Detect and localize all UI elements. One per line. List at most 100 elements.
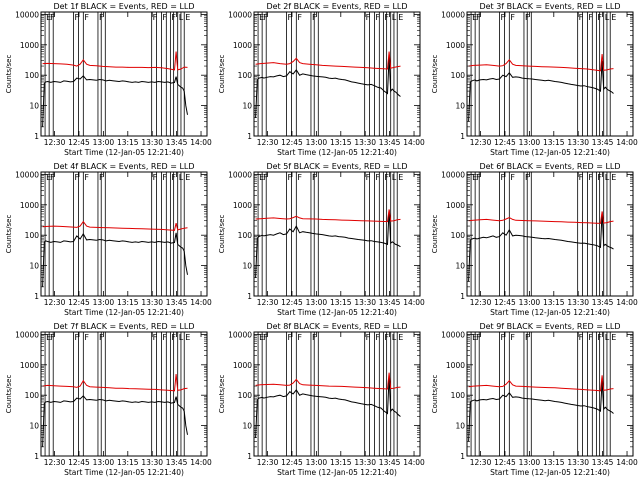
marker-label: F: [263, 333, 268, 342]
plot-frame: [40, 331, 208, 457]
events-series-line: [255, 376, 401, 438]
marker-label: F: [297, 173, 302, 182]
marker-label: F: [375, 13, 380, 22]
marker-label: F: [288, 333, 293, 342]
lld-series-line: [255, 209, 401, 223]
y-tick-label: 1000: [446, 361, 465, 370]
y-tick-label: 10000: [441, 10, 465, 19]
x-tick-label: 12:30: [257, 138, 279, 147]
y-tick-label: 10000: [441, 170, 465, 179]
detector-panel: Det 2f BLACK = Events, RED = LLDEFFFFFFF…: [218, 2, 425, 157]
plot-frame: [466, 331, 634, 457]
x-tick-label: 13:30: [354, 138, 376, 147]
y-tick-label: 1: [247, 132, 252, 141]
marker-label: F: [153, 333, 158, 342]
x-tick-label: 13:45: [592, 458, 614, 467]
marker-label: F: [84, 13, 89, 22]
detector-panel: Det 7f BLACK = Events, RED = LLDEFFFFFFF…: [5, 322, 212, 477]
x-tick-label: 12:45: [68, 138, 90, 147]
x-tick-label: 12:30: [257, 458, 279, 467]
y-tick-label: 10000: [228, 170, 252, 179]
x-axis-label: Start Time (12-Jan-05 12:21:40): [64, 148, 184, 157]
lld-series-line: [255, 372, 401, 390]
marker-label: F: [588, 13, 593, 22]
y-tick-label: 10000: [15, 170, 39, 179]
marker-label: E: [472, 173, 477, 182]
y-tick-label: 10: [242, 102, 252, 111]
x-tick-label: 13:45: [379, 138, 401, 147]
marker-label: F: [50, 333, 55, 342]
x-tick-label: 12:30: [44, 458, 66, 467]
panel-title: Det 9f BLACK = Events, RED = LLD: [479, 322, 620, 331]
y-tick-label: 10: [242, 262, 252, 271]
y-tick-label: 1000: [20, 361, 39, 370]
x-tick-label: 13:00: [93, 458, 115, 467]
marker-label: E: [611, 13, 616, 22]
x-tick-label: 13:00: [93, 138, 115, 147]
y-tick-label: 100: [25, 231, 40, 240]
y-tick-label: 100: [451, 391, 466, 400]
panel-title: Det 8f BLACK = Events, RED = LLD: [266, 322, 407, 331]
x-tick-label: 13:45: [166, 138, 188, 147]
marker-label: E: [611, 173, 616, 182]
marker-label: F: [501, 173, 506, 182]
x-tick-label: 13:45: [379, 458, 401, 467]
y-tick-label: 10: [29, 422, 39, 431]
marker-label: F: [75, 173, 80, 182]
x-tick-label: 12:30: [470, 458, 492, 467]
x-axis-label: Start Time (12-Jan-05 12:21:40): [64, 308, 184, 317]
marker-label: F: [366, 13, 371, 22]
y-axis-label: Counts/sec: [5, 375, 13, 414]
panel-title: Det 7f BLACK = Events, RED = LLD: [53, 322, 194, 331]
marker-label: F: [50, 173, 55, 182]
panel-title: Det 4f BLACK = Events, RED = LLD: [53, 162, 194, 171]
y-tick-label: 10: [455, 102, 465, 111]
x-tick-label: 14:00: [403, 458, 425, 467]
marker-label: F: [375, 333, 380, 342]
marker-label: F: [501, 333, 506, 342]
x-tick-label: 13:00: [519, 458, 541, 467]
panel-title: Det 3f BLACK = Events, RED = LLD: [479, 2, 620, 11]
x-tick-label: 12:30: [470, 138, 492, 147]
x-tick-label: 13:15: [330, 458, 352, 467]
marker-label: F: [84, 173, 89, 182]
x-tick-label: 12:45: [281, 138, 303, 147]
marker-label: E: [472, 333, 477, 342]
x-tick-label: 13:45: [166, 298, 188, 307]
x-axis-label: Start Time (12-Jan-05 12:21:40): [490, 468, 610, 477]
events-series-line: [42, 395, 188, 447]
plot-frame: [466, 171, 634, 297]
detector-panel: Det 6f BLACK = Events, RED = LLDEFFFFFFF…: [431, 162, 638, 317]
y-tick-label: 1: [460, 452, 465, 461]
y-tick-label: 100: [25, 71, 40, 80]
plot-frame: [253, 171, 421, 297]
y-tick-label: 1: [34, 452, 39, 461]
x-axis-label: Start Time (12-Jan-05 12:21:40): [490, 148, 610, 157]
y-axis-label: Counts/sec: [218, 215, 226, 254]
marker-label: F: [75, 13, 80, 22]
detector-panel: Det 8f BLACK = Events, RED = LLDEFFFFFFF…: [218, 322, 425, 477]
marker-label: F: [501, 13, 506, 22]
x-tick-label: 13:15: [543, 298, 565, 307]
x-tick-label: 13:15: [543, 458, 565, 467]
y-axis-label: Counts/sec: [431, 215, 439, 254]
x-axis-label: Start Time (12-Jan-05 12:21:40): [490, 308, 610, 317]
y-tick-label: 100: [451, 231, 466, 240]
x-tick-label: 12:45: [68, 298, 90, 307]
marker-label: F: [75, 333, 80, 342]
panel-title: Det 5f BLACK = Events, RED = LLD: [266, 162, 407, 171]
x-tick-label: 14:00: [616, 138, 638, 147]
x-tick-label: 14:00: [190, 458, 212, 467]
y-tick-label: 100: [25, 391, 40, 400]
y-tick-label: 100: [451, 71, 466, 80]
x-tick-label: 12:30: [44, 138, 66, 147]
marker-label: F: [50, 13, 55, 22]
detector-panel: Det 4f BLACK = Events, RED = LLDEFFFFFFF…: [5, 162, 212, 317]
y-tick-label: 1000: [20, 41, 39, 50]
marker-label: F: [263, 173, 268, 182]
marker-label: E: [611, 333, 616, 342]
lld-series-line: [468, 375, 614, 392]
marker-label: F: [510, 173, 515, 182]
marker-label: E: [185, 173, 190, 182]
